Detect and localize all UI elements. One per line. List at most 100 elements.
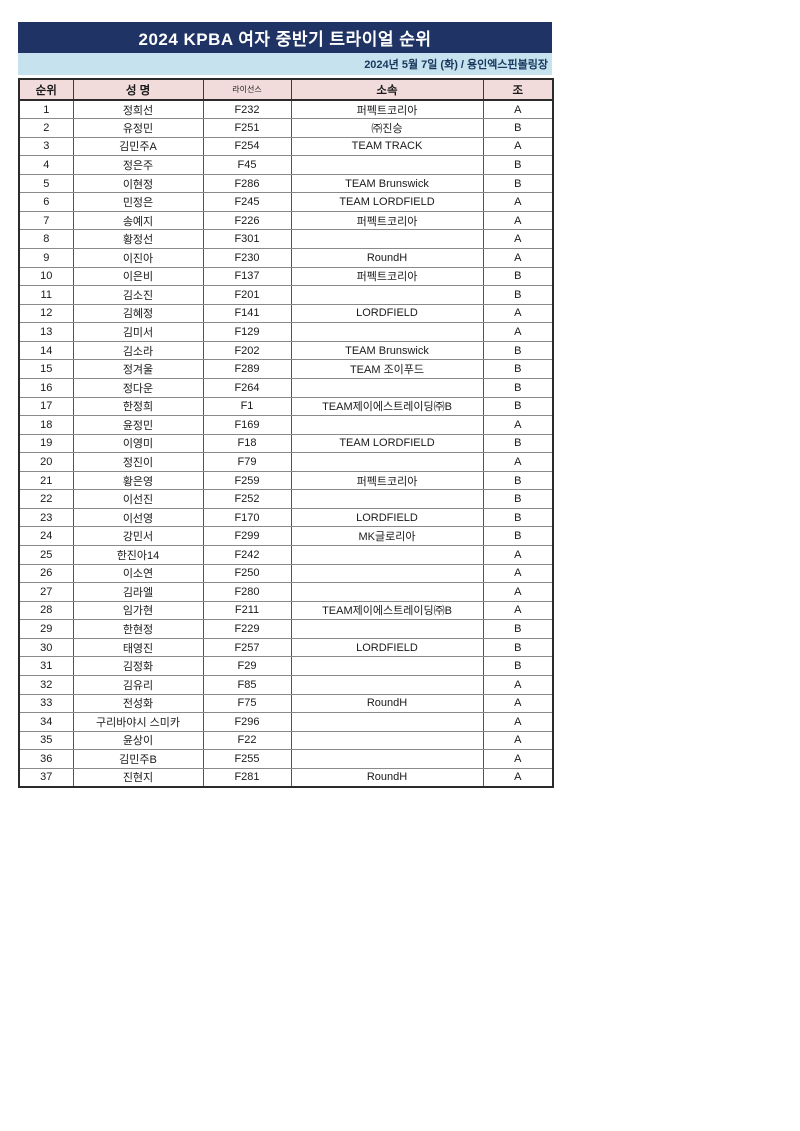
license-cell: F169 <box>202 415 292 435</box>
affiliation-cell <box>290 489 484 509</box>
license-cell: F75 <box>202 693 292 714</box>
name-cell: 김미서 <box>72 322 204 342</box>
group-cell: B <box>482 340 554 361</box>
table-row: 11 김소진 F201 B <box>18 285 554 305</box>
affiliation-cell <box>290 582 484 602</box>
name-cell: 송예지 <box>72 210 204 231</box>
table-row: 14 김소라 F202 TEAM Brunswick B <box>18 340 554 361</box>
table-row: 8 황정선 F301 A <box>18 229 554 249</box>
name-cell: 김혜정 <box>72 303 204 324</box>
license-cell: F301 <box>202 229 292 249</box>
name-cell: 김정화 <box>72 656 204 676</box>
group-cell: A <box>482 248 554 268</box>
rank-cell: 20 <box>18 452 74 472</box>
name-cell: 정진이 <box>72 452 204 472</box>
license-cell: F242 <box>202 545 292 565</box>
license-cell: F201 <box>202 285 292 305</box>
name-cell: 윤상이 <box>72 730 204 751</box>
table-body: 1 정희선 F232 퍼펙트코리아 A 2 유정민 F251 ㈜진승 B 3 김민주A F254 TEAM… <box>18 99 554 788</box>
license-cell: F202 <box>202 340 292 361</box>
group-cell: B <box>482 266 554 287</box>
table-row: 15 정겨울 F289 TEAM 조이푸드 B <box>18 359 554 379</box>
affiliation-cell: RoundH <box>290 693 484 714</box>
license-cell: F226 <box>202 210 292 231</box>
rank-cell: 28 <box>18 600 74 621</box>
license-cell: F1 <box>202 396 292 417</box>
rank-cell: 5 <box>18 173 74 194</box>
affiliation-cell: TEAM LORDFIELD <box>290 433 484 454</box>
table-row: 32 김유리 F85 A <box>18 674 554 695</box>
rank-cell: 17 <box>18 396 74 417</box>
name-cell: 김소진 <box>72 285 204 305</box>
rank-cell: 8 <box>18 229 74 249</box>
group-cell: B <box>482 377 554 398</box>
table-row: 3 김민주A F254 TEAM TRACK A <box>18 136 554 157</box>
rank-cell: 19 <box>18 433 74 454</box>
name-cell: 강민서 <box>72 526 204 546</box>
group-cell: A <box>482 136 554 157</box>
license-cell: F264 <box>202 377 292 398</box>
rank-cell: 37 <box>18 767 74 788</box>
affiliation-cell <box>290 712 484 732</box>
group-cell: B <box>482 118 554 138</box>
affiliation-cell: TEAM제이에스트레이딩㈜B <box>290 396 484 417</box>
group-cell: A <box>482 674 554 695</box>
rank-cell: 1 <box>18 99 74 120</box>
table-row: 10 이은비 F137 퍼펙트코리아 B <box>18 266 554 287</box>
rank-cell: 36 <box>18 749 74 769</box>
license-cell: F299 <box>202 526 292 546</box>
group-cell: B <box>482 489 554 509</box>
rank-cell: 7 <box>18 210 74 231</box>
table-row: 13 김미서 F129 A <box>18 322 554 342</box>
table-row: 21 황은영 F259 퍼펙트코리아 B <box>18 470 554 491</box>
name-cell: 정다운 <box>72 377 204 398</box>
group-cell: A <box>482 99 554 120</box>
page-title: 2024 KPBA 여자 중반기 트라이얼 순위 <box>138 30 432 49</box>
affiliation-cell <box>290 730 484 751</box>
name-cell: 정겨울 <box>72 359 204 379</box>
affiliation-cell <box>290 155 484 175</box>
name-cell: 이은비 <box>72 266 204 287</box>
affiliation-cell <box>290 285 484 305</box>
name-cell: 김라엘 <box>72 582 204 602</box>
col-header-group: 조 <box>482 78 554 101</box>
affiliation-cell: LORDFIELD <box>290 507 484 528</box>
col-header-name: 성 명 <box>72 78 204 101</box>
name-cell: 황정선 <box>72 229 204 249</box>
group-cell: A <box>482 545 554 565</box>
license-cell: F18 <box>202 433 292 454</box>
group-cell: A <box>482 415 554 435</box>
affiliation-cell <box>290 674 484 695</box>
name-cell: 김유리 <box>72 674 204 695</box>
name-cell: 이영미 <box>72 433 204 454</box>
name-cell: 이진아 <box>72 248 204 268</box>
name-cell: 김민주A <box>72 136 204 157</box>
rank-cell: 32 <box>18 674 74 695</box>
name-cell: 전성화 <box>72 693 204 714</box>
affiliation-cell: TEAM TRACK <box>290 136 484 157</box>
table-row: 23 이선영 F170 LORDFIELD B <box>18 507 554 528</box>
license-cell: F289 <box>202 359 292 379</box>
table-row: 25 한진아14 F242 A <box>18 545 554 565</box>
license-cell: F286 <box>202 173 292 194</box>
license-cell: F137 <box>202 266 292 287</box>
group-cell: B <box>482 396 554 417</box>
table-row: 36 김민주B F255 A <box>18 749 554 769</box>
table-row: 12 김혜정 F141 LORDFIELD A <box>18 303 554 324</box>
group-cell: A <box>482 322 554 342</box>
name-cell: 이선영 <box>72 507 204 528</box>
table-header-row: 순위 성 명 라이선스 소속 조 <box>18 78 554 101</box>
name-cell: 김소라 <box>72 340 204 361</box>
affiliation-cell: TEAM Brunswick <box>290 173 484 194</box>
license-cell: F22 <box>202 730 292 751</box>
group-cell: A <box>482 767 554 788</box>
license-cell: F251 <box>202 118 292 138</box>
license-cell: F296 <box>202 712 292 732</box>
group-cell: B <box>482 285 554 305</box>
name-cell: 이선진 <box>72 489 204 509</box>
name-cell: 한현정 <box>72 619 204 639</box>
license-cell: F250 <box>202 563 292 584</box>
ranking-table: 순위 성 명 라이선스 소속 조 1 정희선 F232 퍼펙트코리아 A 2 유정민 F251… <box>18 78 554 788</box>
name-cell: 황은영 <box>72 470 204 491</box>
rank-cell: 34 <box>18 712 74 732</box>
